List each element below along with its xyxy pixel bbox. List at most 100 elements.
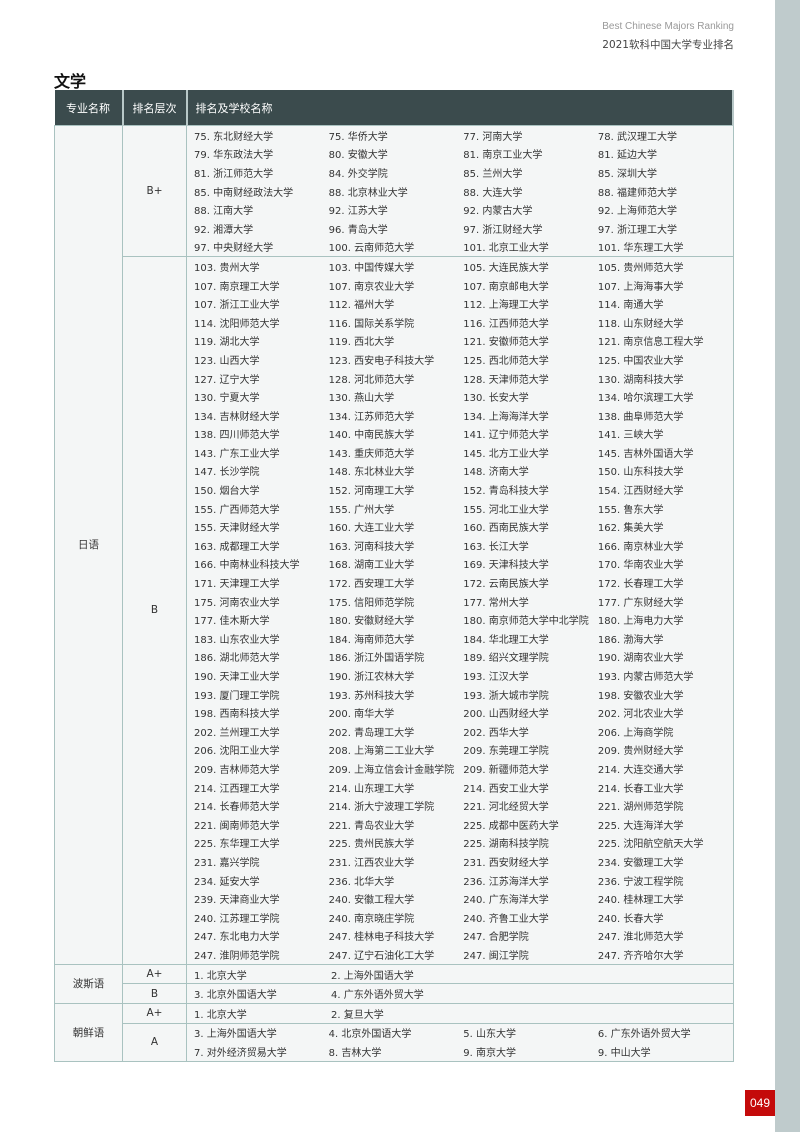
school-entry: 9. 南京大学 <box>463 1047 516 1059</box>
school-entry: 143. 广东工业大学 <box>194 448 280 460</box>
school-list-cell: 221. 闽南师范大学 221. 青岛农业大学 225. 成都中医药大学 225. 大… <box>186 814 734 834</box>
school-entry: 190. 浙江农林大学 <box>328 672 415 684</box>
ranking-table: 专业名称 排名层次 排名及学校名称 日语 B+ 75. 东北财经大学 75. 华侨大学… <box>54 90 734 1062</box>
school-entry: 170. 华南农业大学 <box>597 560 684 572</box>
school-entry: 186. 渤海大学 <box>597 634 664 646</box>
school-entry: 225. 贵州民族大学 <box>328 839 415 851</box>
school-entry: 130. 燕山大学 <box>328 393 395 405</box>
school-entry: 155. 鲁东大学 <box>597 504 664 516</box>
school-entry: 190. 湖南农业大学 <box>597 653 684 665</box>
table-row: A 3. 上海外国语大学 4. 北京外国语大学 5. 山东大学 6. 广东外语外贸大学 <box>55 1022 734 1062</box>
school-list-cell: 103. 贵州大学 103. 中国传媒大学 105. 大连民族大学 105. 贵州师范… <box>186 256 734 276</box>
column-header-tier: 排名层次 <box>122 90 188 126</box>
school-entry: 80. 安徽大学 <box>328 150 388 162</box>
school-entry: 225. 沈阳航空航天大学 <box>597 839 704 851</box>
table-row: 225. 东华理工大学 225. 贵州民族大学 225. 湖南科技学院 225. 沈阳… <box>55 833 734 853</box>
school-list-cell: 177. 佳木斯大学 180. 安徽财经大学 180. 南京师范大学中北学院 180.… <box>186 610 734 630</box>
school-entry: 172. 西安理工大学 <box>328 579 415 591</box>
school-list-cell: 231. 嘉兴学院 231. 江西农业大学 231. 西安财经大学 234. 安徽理工… <box>186 852 734 871</box>
school-entry: 152. 河南理工大学 <box>328 486 415 498</box>
school-list-cell: 183. 山东农业大学 184. 海南师范大学 184. 华北理工大学 186. 渤海… <box>186 629 734 648</box>
school-entry: 1. 北京大学 <box>194 970 247 982</box>
school-list-cell: 186. 湖北师范大学 186. 浙江外国语学院 189. 绍兴文理学院 190. 湖… <box>186 647 734 667</box>
table-row: 193. 厦门理工学院 193. 苏州科技大学 193. 浙大城市学院 198. 安徽… <box>55 684 734 704</box>
school-entry: 163. 长江大学 <box>463 541 529 553</box>
school-entry: 84. 外交学院 <box>328 168 388 180</box>
table-row: 130. 宁夏大学 130. 燕山大学 130. 长安大学 134. 哈尔滨理工大学 <box>55 387 734 406</box>
school-entry: 112. 上海理工大学 <box>463 300 549 312</box>
school-entry: 75. 华侨大学 <box>328 131 388 143</box>
school-list-cell: 193. 厦门理工学院 193. 苏州科技大学 193. 浙大城市学院 198. 安徽… <box>186 684 734 704</box>
school-entry: 231. 西安财经大学 <box>463 857 549 869</box>
school-entry: 180. 安徽财经大学 <box>328 616 415 628</box>
school-entry: 134. 哈尔滨理工大学 <box>597 393 694 405</box>
school-entry: 79. 华东政法大学 <box>194 150 274 162</box>
school-entry: 140. 中南民族大学 <box>328 430 415 442</box>
school-entry: 103. 中国传媒大学 <box>328 262 415 274</box>
table-row: 239. 天津商业大学 240. 安徽工程大学 240. 广东海洋大学 240. 桂林… <box>55 889 734 908</box>
school-entry: 231. 江西农业大学 <box>328 857 415 869</box>
school-entry: 85. 深圳大学 <box>597 168 657 180</box>
school-list-cell: 3. 上海外国语大学 4. 北京外国语大学 5. 山东大学 6. 广东外语外贸大学 <box>186 1022 734 1043</box>
table-row: 107. 南京理工大学 107. 南京农业大学 107. 南京邮电大学 107. 上海… <box>55 275 734 295</box>
school-entry: 200. 山西财经大学 <box>463 709 549 721</box>
school-entry: 105. 大连民族大学 <box>463 262 549 274</box>
school-entry: 100. 云南师范大学 <box>328 243 415 255</box>
school-list-cell: 225. 东华理工大学 225. 贵州民族大学 225. 湖南科技学院 225. 沈阳… <box>186 833 734 853</box>
school-entry: 92. 江苏大学 <box>328 206 388 218</box>
school-entry: 148. 东北林业大学 <box>328 467 415 479</box>
school-entry: 3. 北京外国语大学 <box>194 990 277 1002</box>
table-row: 朝鲜语 A+ 1. 北京大学 2. 复旦大学 <box>54 1002 734 1062</box>
table-row: 166. 中南林业科技大学 168. 湖南工业大学 169. 天津科技大学 170. … <box>55 554 734 574</box>
table-row: 138. 四川师范大学 140. 中南民族大学 141. 辽宁师范大学 141. 三峡… <box>55 424 734 444</box>
school-entry: 127. 辽宁大学 <box>194 374 260 386</box>
school-list-cell: 163. 成都理工大学 163. 河南科技大学 163. 长江大学 166. 南京林业… <box>186 536 734 555</box>
school-list-cell: 79. 华东政法大学 80. 安徽大学 81. 南京工业大学 81. 延边大学 <box>186 144 734 164</box>
table-row: 163. 成都理工大学 163. 河南科技大学 163. 长江大学 166. 南京林业… <box>55 536 734 555</box>
school-entry: 123. 山西大学 <box>194 355 260 367</box>
school-entry: 221. 河北经贸大学 <box>463 802 549 814</box>
school-entry: 1. 北京大学 <box>194 1009 247 1021</box>
table-row: 240. 江苏理工学院 240. 南京晓庄学院 240. 齐鲁工业大学 240. 长春… <box>55 907 734 927</box>
school-entry: 112. 福州大学 <box>328 300 395 312</box>
school-entry: 2. 上海外国语大学 <box>331 970 414 982</box>
school-entry: 88. 江南大学 <box>194 206 254 218</box>
school-entry: 155. 广西师范大学 <box>194 504 280 516</box>
table-row: 123. 山西大学 123. 西安电子科技大学 125. 西北师范大学 125. 中国… <box>55 350 734 369</box>
school-entry: 160. 西南民族大学 <box>463 523 549 535</box>
table-row: 231. 嘉兴学院 231. 江西农业大学 231. 西安财经大学 234. 安徽理工… <box>55 852 734 871</box>
school-entry: 186. 浙江外国语学院 <box>328 653 425 665</box>
school-entry: 88. 大连大学 <box>463 187 523 199</box>
school-list-cell: 119. 湖北大学 119. 西北大学 121. 安徽师范大学 121. 南京信息工程… <box>186 331 734 351</box>
school-entry: 175. 河南农业大学 <box>194 597 280 609</box>
table-row: 214. 长春师范大学 214. 浙大宁波理工学院 221. 河北经贸大学 221. … <box>55 796 734 815</box>
school-list-cell: 1. 北京大学 2. 复旦大学 <box>186 1002 734 1024</box>
rank-tier: A+ <box>122 1002 187 1024</box>
school-entry: 221. 闽南师范大学 <box>194 820 280 832</box>
school-entry: 107. 浙江工业大学 <box>194 300 280 312</box>
school-list-cell: 127. 辽宁大学 128. 河北师范大学 128. 天津师范大学 130. 湖南科技… <box>186 368 734 388</box>
school-list-cell: 88. 江南大学 92. 江苏大学 92. 内蒙古大学 92. 上海师范大学 <box>186 200 734 219</box>
school-entry: 88. 福建师范大学 <box>597 187 677 199</box>
school-entry: 225. 大连海洋大学 <box>597 820 684 832</box>
school-entry: 125. 中国农业大学 <box>597 355 684 367</box>
school-entry: 97. 浙江理工大学 <box>597 224 677 236</box>
school-entry: 247. 齐齐哈尔大学 <box>597 950 684 962</box>
school-list-cell: 3. 北京外国语大学 4. 广东外语外贸大学 <box>186 983 734 1004</box>
school-entry: 7. 对外经济贸易大学 <box>194 1047 287 1059</box>
school-entry: 3. 上海外国语大学 <box>194 1029 277 1041</box>
school-entry: 240. 广东海洋大学 <box>463 895 549 907</box>
school-entry: 198. 安徽农业大学 <box>597 690 684 702</box>
school-entry: 125. 西北师范大学 <box>463 355 549 367</box>
school-entry: 141. 辽宁师范大学 <box>463 430 549 442</box>
table-row: 171. 天津理工大学 172. 西安理工大学 172. 云南民族大学 172. 长春… <box>55 573 734 592</box>
school-entry: 154. 江西财经大学 <box>597 486 684 498</box>
school-entry: 162. 集美大学 <box>597 523 664 535</box>
school-entry: 231. 嘉兴学院 <box>194 857 260 869</box>
school-entry: 193. 江汉大学 <box>463 672 529 684</box>
school-entry: 6. 广东外语外贸大学 <box>597 1029 691 1041</box>
side-strip <box>775 0 800 1132</box>
school-entry: 155. 广州大学 <box>328 504 395 516</box>
school-entry: 134. 吉林财经大学 <box>194 411 280 423</box>
school-entry: 171. 天津理工大学 <box>194 579 280 591</box>
